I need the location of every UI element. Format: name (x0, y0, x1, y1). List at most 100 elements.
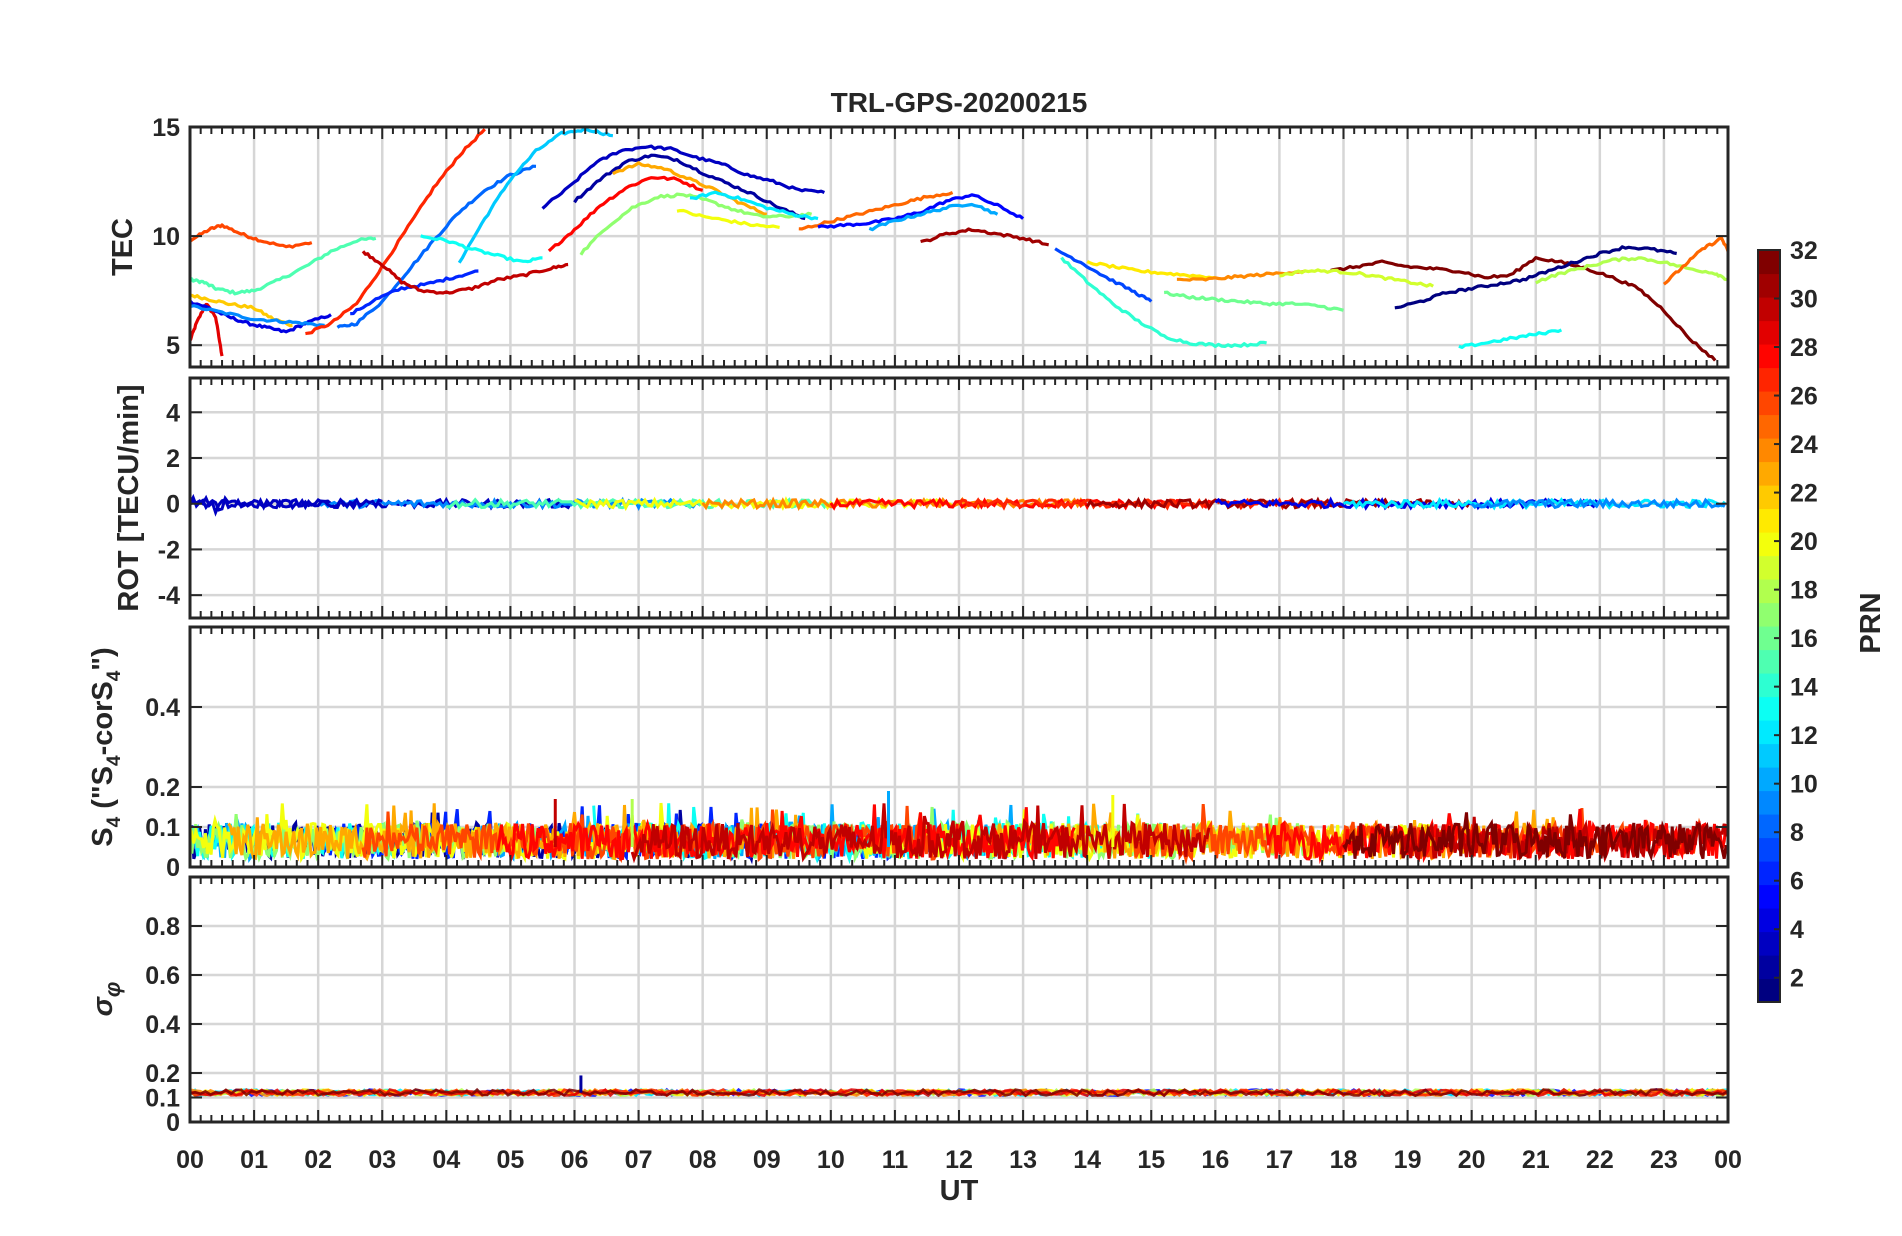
tec-series-12 (689, 190, 819, 221)
tec-series-19 (1279, 268, 1435, 288)
colorbar-swatch (1758, 344, 1780, 369)
y-tick-label: 0.1 (145, 814, 180, 842)
colorbar-swatch (1758, 720, 1780, 745)
tec-series-11 (457, 127, 614, 264)
s4-y-label: S4 ("S4-corS4") (87, 647, 125, 846)
tec-series-3 (541, 144, 826, 210)
x-tick-label: 23 (1650, 1146, 1678, 1174)
tec-series-5 (817, 193, 1025, 229)
colorbar-swatch (1758, 673, 1780, 698)
rot-series-9 (1470, 497, 1726, 510)
colorbar-swatch (1758, 555, 1780, 580)
x-tick-label: 18 (1330, 1146, 1358, 1174)
x-tick-label: 08 (689, 1146, 717, 1174)
colorbar-tick-label: 32 (1790, 237, 1818, 265)
s4-label-sub2: 4 (104, 755, 125, 766)
colorbar-tick-label: 30 (1790, 286, 1818, 314)
colorbar-swatch (1758, 250, 1780, 275)
tec-series-28 (547, 175, 704, 253)
sigma-label-sub: φ (100, 982, 125, 997)
s4-label-sub: 4 (104, 816, 125, 827)
x-axis-label: UT (940, 1175, 979, 1207)
x-tick-label: 16 (1201, 1146, 1229, 1174)
tec-series-13 (420, 234, 543, 264)
colorbar-tick-label: 4 (1790, 916, 1804, 944)
tec-series-7 (1054, 247, 1153, 303)
tec-series-9 (190, 304, 325, 328)
chart-title: TRL-GPS-20200215 (831, 87, 1088, 118)
colorbar-swatch (1758, 837, 1780, 862)
colorbar-swatch (1758, 602, 1780, 627)
colorbar-tick-label: 14 (1790, 674, 1818, 702)
x-tick-label: 17 (1266, 1146, 1294, 1174)
colorbar-tick-label: 10 (1790, 771, 1818, 799)
colorbar-label: PRN (1855, 592, 1887, 653)
sigma-label-base: σ (87, 995, 119, 1016)
x-tick-label: 03 (368, 1146, 396, 1174)
x-tick-label: 14 (1073, 1146, 1101, 1174)
tec-series-26 (190, 223, 313, 249)
y-tick-label: 0.8 (145, 913, 180, 941)
colorbar-swatch (1758, 367, 1780, 392)
colorbar-swatch (1758, 626, 1780, 651)
colorbar-tick-label: 24 (1790, 431, 1818, 459)
tec-series-2 (573, 153, 806, 221)
s4-label-open: ("S (87, 766, 119, 817)
y-tick-label: 2 (166, 445, 180, 473)
colorbar-swatch (1758, 649, 1780, 674)
y-tick-label: 0.2 (145, 1060, 180, 1088)
colorbar-tick-label: 26 (1790, 383, 1818, 411)
s4-label-sub3: 4 (104, 670, 125, 681)
tec-series-10 (868, 202, 999, 232)
tec-series-15 (190, 236, 377, 296)
colorbar-tick-label: 16 (1790, 625, 1818, 653)
x-axis: 00 01 02 03 04 05 06 07 08 09 10 11 12 13 14 15 16 17 18 19… (176, 1146, 1742, 1174)
x-tick-label: 02 (304, 1146, 332, 1174)
x-tick-label: 04 (432, 1146, 460, 1174)
x-tick-label: 07 (625, 1146, 653, 1174)
y-tick-label: 0 (166, 1109, 180, 1137)
x-tick-label: 19 (1394, 1146, 1422, 1174)
series-layer (190, 1075, 1728, 1098)
s4-series-28 (496, 804, 1076, 865)
x-tick-label: 21 (1522, 1146, 1550, 1174)
tec-series-23 (612, 161, 768, 216)
tec-series-16 (1163, 290, 1344, 312)
tec-series-21 (1086, 259, 1216, 280)
y-tick-label: -4 (158, 582, 180, 610)
x-tick-label: 12 (945, 1146, 973, 1174)
y-tick-label: 15 (152, 114, 180, 142)
colorbar-swatch (1758, 461, 1780, 486)
colorbar-tick-label: 20 (1790, 528, 1818, 556)
x-tick-label: 13 (1009, 1146, 1037, 1174)
s4-label-close: ") (87, 647, 119, 670)
x-tick-label: 00 (1714, 1146, 1742, 1174)
series-layer (190, 127, 1728, 362)
sigma-phi-panel: 00.10.2 0.4 0.6 0.8 (145, 875, 1730, 1137)
colorbar-swatch (1758, 931, 1780, 956)
colorbar-swatch (1758, 508, 1780, 533)
y-tick-label: 0.2 (145, 774, 180, 802)
colorbar-swatch (1758, 320, 1780, 345)
y-tick-label: 5 (166, 332, 180, 360)
series-layer (190, 493, 1726, 517)
tec-panel: 5 10 15 (152, 114, 1730, 369)
tec-series-25 (1662, 236, 1728, 286)
tec-series-27 (305, 128, 486, 336)
colorbar-swatch (1758, 579, 1780, 604)
colorbar-swatch (1758, 978, 1780, 1003)
x-tick-label: 15 (1137, 1146, 1165, 1174)
y-tick-label: 0.4 (145, 1011, 180, 1039)
colorbar-swatch (1758, 743, 1780, 768)
colorbar-tick-label: 22 (1790, 480, 1818, 508)
rot-panel: -4 -2 0 2 4 (158, 376, 1730, 620)
x-tick-label: 01 (240, 1146, 268, 1174)
tec-series-20 (676, 208, 780, 229)
colorbar-swatch (1758, 414, 1780, 439)
tec-series-14 (1060, 256, 1267, 348)
colorbar-tick-label: 18 (1790, 577, 1818, 605)
s4-series-23 (227, 803, 807, 862)
y-tick-label: 0.1 (145, 1085, 180, 1113)
rot-series-3 (190, 494, 383, 517)
series-layer (190, 791, 1728, 865)
